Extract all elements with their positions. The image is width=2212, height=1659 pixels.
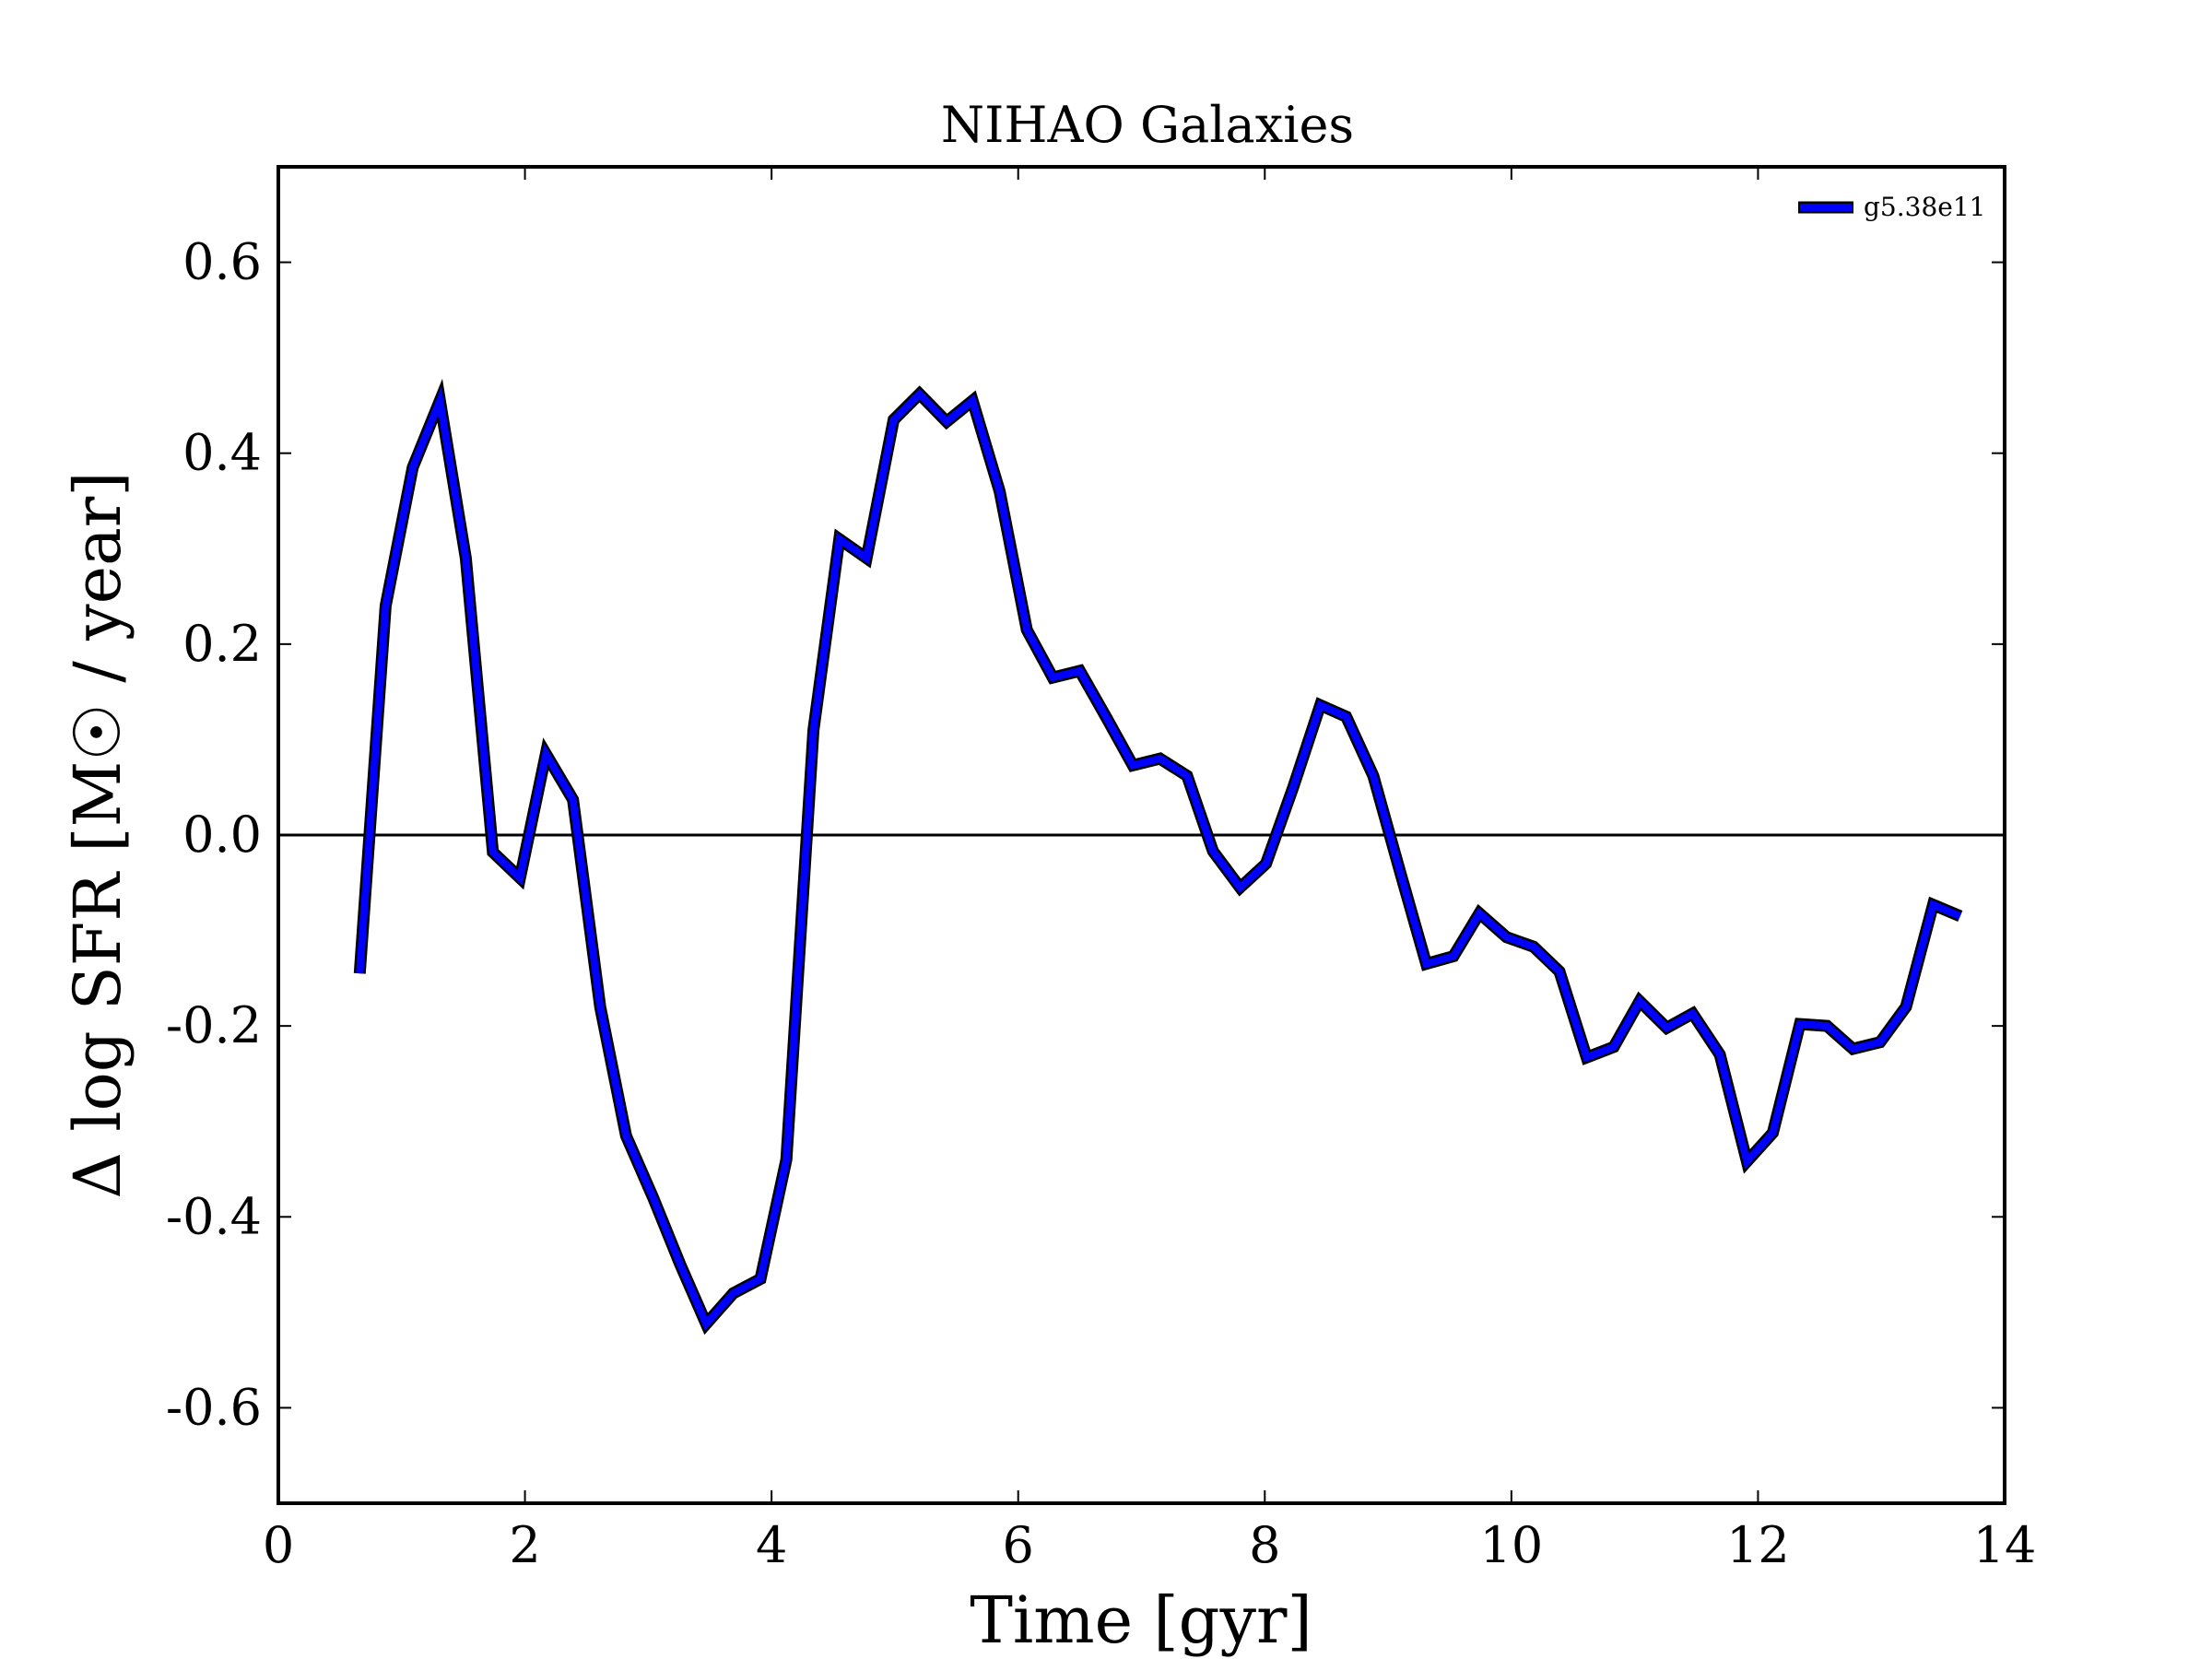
x-tick-label: 2 [509,1516,540,1574]
series-line-0 [356,387,1962,1331]
chart-title: NIHAO Galaxies [941,96,1354,154]
x-tick-label: 14 [1973,1516,2037,1574]
y-tick-label: 0.0 [182,806,262,864]
x-tick-label: 0 [263,1516,294,1574]
y-tick-label: 0.2 [182,615,262,673]
y-axis-label: Δ log SFR [M☉ / year] [60,471,135,1198]
x-tick-label: 10 [1479,1516,1543,1574]
y-tick-label: -0.2 [166,996,262,1054]
y-tick-label: -0.4 [166,1187,262,1245]
x-axis-label: Time [gyr] [970,1583,1312,1658]
x-tick-label: 6 [1003,1516,1034,1574]
x-tick-label: 8 [1249,1516,1280,1574]
plot-layer [278,378,2005,1335]
y-tick-label: -0.6 [166,1378,262,1436]
axis-ticks: 0 2 4 6 8 10 12 14 -0.6 -0.4 -0.2 0.0 0.2 0.4 0.6 [166,167,2036,1574]
y-tick-label: 0.6 [182,233,262,291]
legend-label: g5.38e11 [1864,192,1985,222]
x-tick-label: 12 [1726,1516,1790,1574]
x-tick-label: 4 [756,1516,787,1574]
legend: g5.38e11 [1798,192,1985,222]
y-tick-label: 0.4 [182,424,262,482]
